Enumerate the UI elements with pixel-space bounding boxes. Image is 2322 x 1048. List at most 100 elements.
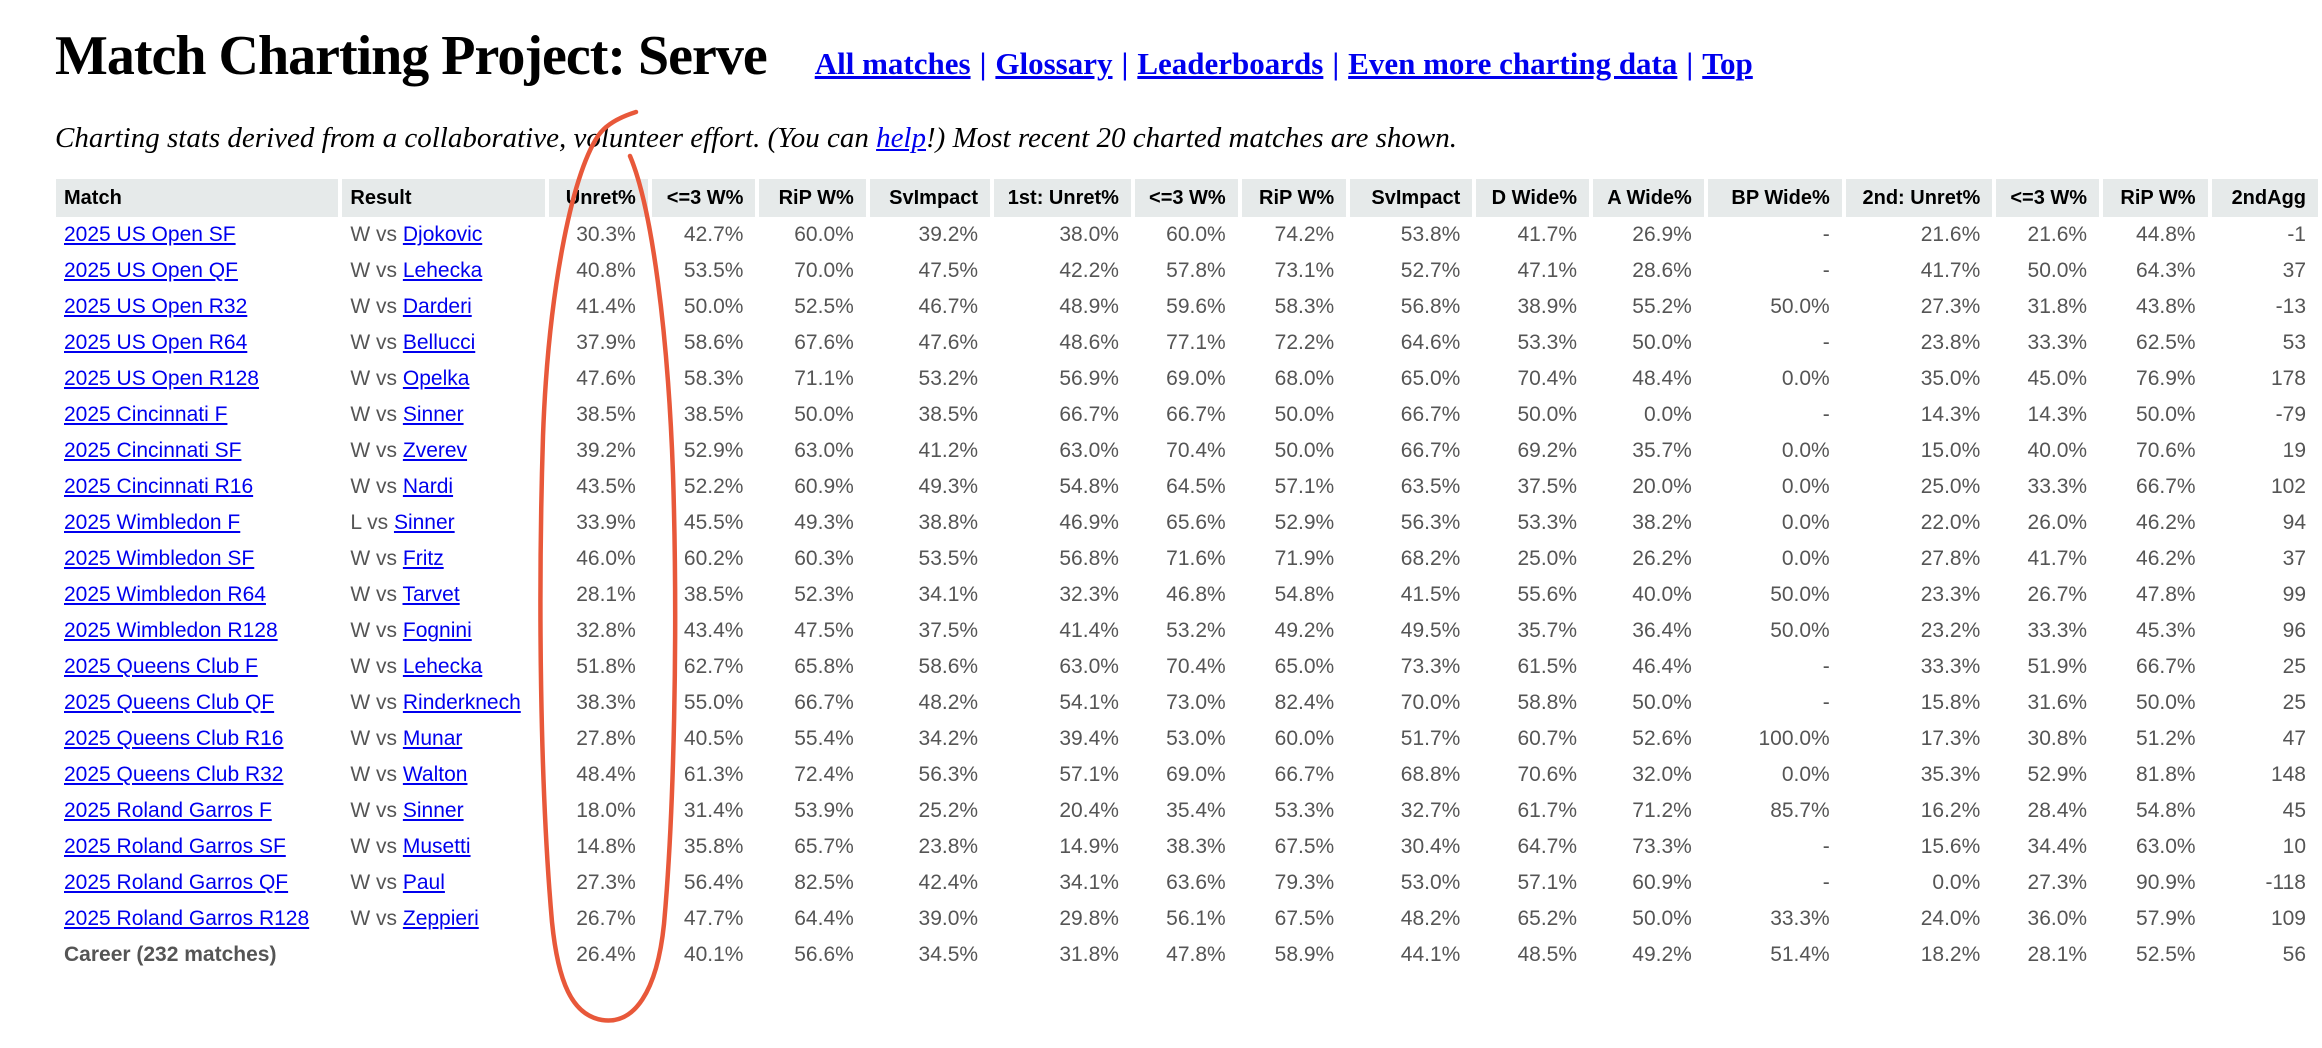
- stat-cell: 60.0%: [1274, 727, 1335, 750]
- opponent-link[interactable]: Lehecka: [402, 655, 483, 678]
- opponent-link[interactable]: Lehecka: [402, 259, 483, 282]
- match-link[interactable]: 2025 Cincinnati SF: [64, 439, 242, 462]
- column-header-match: Match: [56, 179, 339, 217]
- opponent-link[interactable]: Opelka: [402, 367, 470, 390]
- opponent-link[interactable]: Zeppieri: [402, 907, 479, 930]
- stat-cell: 54.8%: [1059, 475, 1119, 498]
- stat-cell: 58.6%: [918, 655, 979, 678]
- match-link[interactable]: 2025 US Open R128: [64, 367, 259, 390]
- opponent-link[interactable]: Fritz: [402, 547, 444, 570]
- stat-cell: 38.0%: [1059, 223, 1119, 246]
- stat-cell: 56.1%: [1166, 907, 1226, 930]
- stat-cell: 65.7%: [794, 835, 854, 858]
- opponent-link[interactable]: Darderi: [402, 295, 472, 318]
- stat-cell: 58.3%: [683, 367, 744, 390]
- match-link[interactable]: 2025 Roland Garros R128: [64, 907, 310, 930]
- stat-cell: 52.6%: [1632, 727, 1692, 750]
- match-link[interactable]: 2025 Wimbledon R128: [64, 619, 278, 642]
- stat-cell: 60.7%: [1517, 727, 1578, 750]
- stat-cell: 34.4%: [2027, 835, 2088, 858]
- opponent-link[interactable]: Walton: [402, 763, 468, 786]
- match-link[interactable]: 2025 Queens Club F: [64, 655, 258, 678]
- opponent-link[interactable]: Musetti: [402, 835, 471, 858]
- match-link[interactable]: 2025 US Open R32: [64, 295, 248, 318]
- nav-link-even-more-charting-data[interactable]: Even more charting data: [1348, 46, 1678, 81]
- opponent-link[interactable]: Paul: [402, 871, 445, 894]
- stat-cell: 94: [2282, 511, 2306, 534]
- stat-cell: 34.1%: [1059, 871, 1119, 894]
- stat-cell: 52.7%: [1400, 259, 1461, 282]
- opponent-link[interactable]: Sinner: [402, 403, 464, 426]
- opponent-link[interactable]: Fognini: [402, 619, 472, 642]
- stat-cell: 32.0%: [1632, 763, 1692, 786]
- stat-cell: 96: [2282, 619, 2306, 642]
- stat-cell: 43.5%: [576, 475, 636, 498]
- stat-cell: 27.8%: [1920, 547, 1981, 570]
- match-link[interactable]: 2025 Roland Garros SF: [64, 835, 286, 858]
- stat-cell: 23.2%: [1920, 619, 1981, 642]
- nav-separator: |: [1686, 46, 1694, 81]
- stat-cell: 100.0%: [1758, 727, 1830, 750]
- stat-cell: 34.2%: [918, 727, 979, 750]
- stat-cell: 57.9%: [2136, 907, 2196, 930]
- opponent-link[interactable]: Sinner: [402, 799, 464, 822]
- match-link[interactable]: 2025 Cincinnati R16: [64, 475, 254, 498]
- stat-cell: 22.0%: [1920, 511, 1981, 534]
- opponent-link[interactable]: Nardi: [402, 475, 454, 498]
- stat-cell: 26.0%: [2027, 511, 2088, 534]
- stat-cell: 51.7%: [1400, 727, 1461, 750]
- stat-cell: 38.3%: [576, 691, 636, 714]
- nav-link-glossary[interactable]: Glossary: [995, 46, 1113, 81]
- stat-cell: 48.9%: [1059, 295, 1119, 318]
- table-row: 2025 Queens Club F W vs Lehecka 51.8% 62.7%…: [56, 649, 2318, 685]
- stat-cell: 56.9%: [1059, 367, 1119, 390]
- opponent-link[interactable]: Tarvet: [402, 583, 460, 606]
- match-link[interactable]: 2025 Queens Club R16: [64, 727, 284, 750]
- stat-cell: 52.2%: [683, 475, 744, 498]
- match-link[interactable]: 2025 US Open SF: [64, 223, 236, 246]
- stat-cell: 18.0%: [576, 799, 636, 822]
- stat-cell: 60.0%: [794, 223, 854, 246]
- match-link[interactable]: 2025 Wimbledon SF: [64, 547, 255, 570]
- stat-cell: 64.6%: [1400, 331, 1461, 354]
- opponent-link[interactable]: Djokovic: [402, 223, 483, 246]
- stat-cell: 34.5%: [918, 943, 979, 966]
- stat-cell: 15.8%: [1920, 691, 1981, 714]
- table-row: 2025 Cincinnati F W vs Sinner 38.5% 38.5% 50…: [56, 397, 2318, 433]
- table-row: 2025 Queens Club R16 W vs Munar 27.8% 40.5%…: [56, 721, 2318, 757]
- stat-cell: 45.3%: [2136, 619, 2196, 642]
- stat-cell: 60.0%: [1166, 223, 1226, 246]
- stat-cell: 48.6%: [1059, 331, 1119, 354]
- match-link[interactable]: 2025 Cincinnati F: [64, 403, 228, 426]
- stat-cell: 72.2%: [1274, 331, 1335, 354]
- nav-link-leaderboards[interactable]: Leaderboards: [1137, 46, 1324, 81]
- stat-cell: 82.5%: [794, 871, 854, 894]
- stat-cell: 66.7%: [1059, 403, 1119, 426]
- stat-cell: 52.9%: [683, 439, 744, 462]
- opponent-link[interactable]: Sinner: [393, 511, 455, 534]
- stat-cell: 27.3%: [576, 871, 636, 894]
- match-link[interactable]: 2025 Wimbledon R64: [64, 583, 266, 606]
- match-link[interactable]: 2025 Queens Club R32: [64, 763, 284, 786]
- match-link[interactable]: 2025 Wimbledon F: [64, 511, 241, 534]
- top-nav: All matches | Glossary | Leaderboards | Even m…: [815, 46, 1753, 82]
- opponent-link[interactable]: Munar: [402, 727, 463, 750]
- stat-cell: 70.6%: [1517, 763, 1578, 786]
- nav-link-top[interactable]: Top: [1702, 46, 1753, 81]
- stat-cell: 56.4%: [683, 871, 744, 894]
- match-link[interactable]: 2025 Roland Garros F: [64, 799, 272, 822]
- match-link[interactable]: 2025 US Open R64: [64, 331, 248, 354]
- table-row: 2025 Cincinnati SF W vs Zverev 39.2% 52.9% 6…: [56, 433, 2318, 469]
- opponent-link[interactable]: Bellucci: [402, 331, 476, 354]
- stat-cell: 63.0%: [794, 439, 854, 462]
- match-link[interactable]: 2025 Queens Club QF: [64, 691, 275, 714]
- match-link[interactable]: 2025 US Open QF: [64, 259, 238, 282]
- opponent-link[interactable]: Rinderknech: [402, 691, 521, 714]
- opponent-link[interactable]: Zverev: [402, 439, 468, 462]
- stat-cell: 65.2%: [1517, 907, 1578, 930]
- stat-cell: -: [1822, 835, 1830, 858]
- match-link[interactable]: 2025 Roland Garros QF: [64, 871, 289, 894]
- help-link[interactable]: help: [876, 122, 926, 154]
- nav-link-all-matches[interactable]: All matches: [814, 46, 971, 81]
